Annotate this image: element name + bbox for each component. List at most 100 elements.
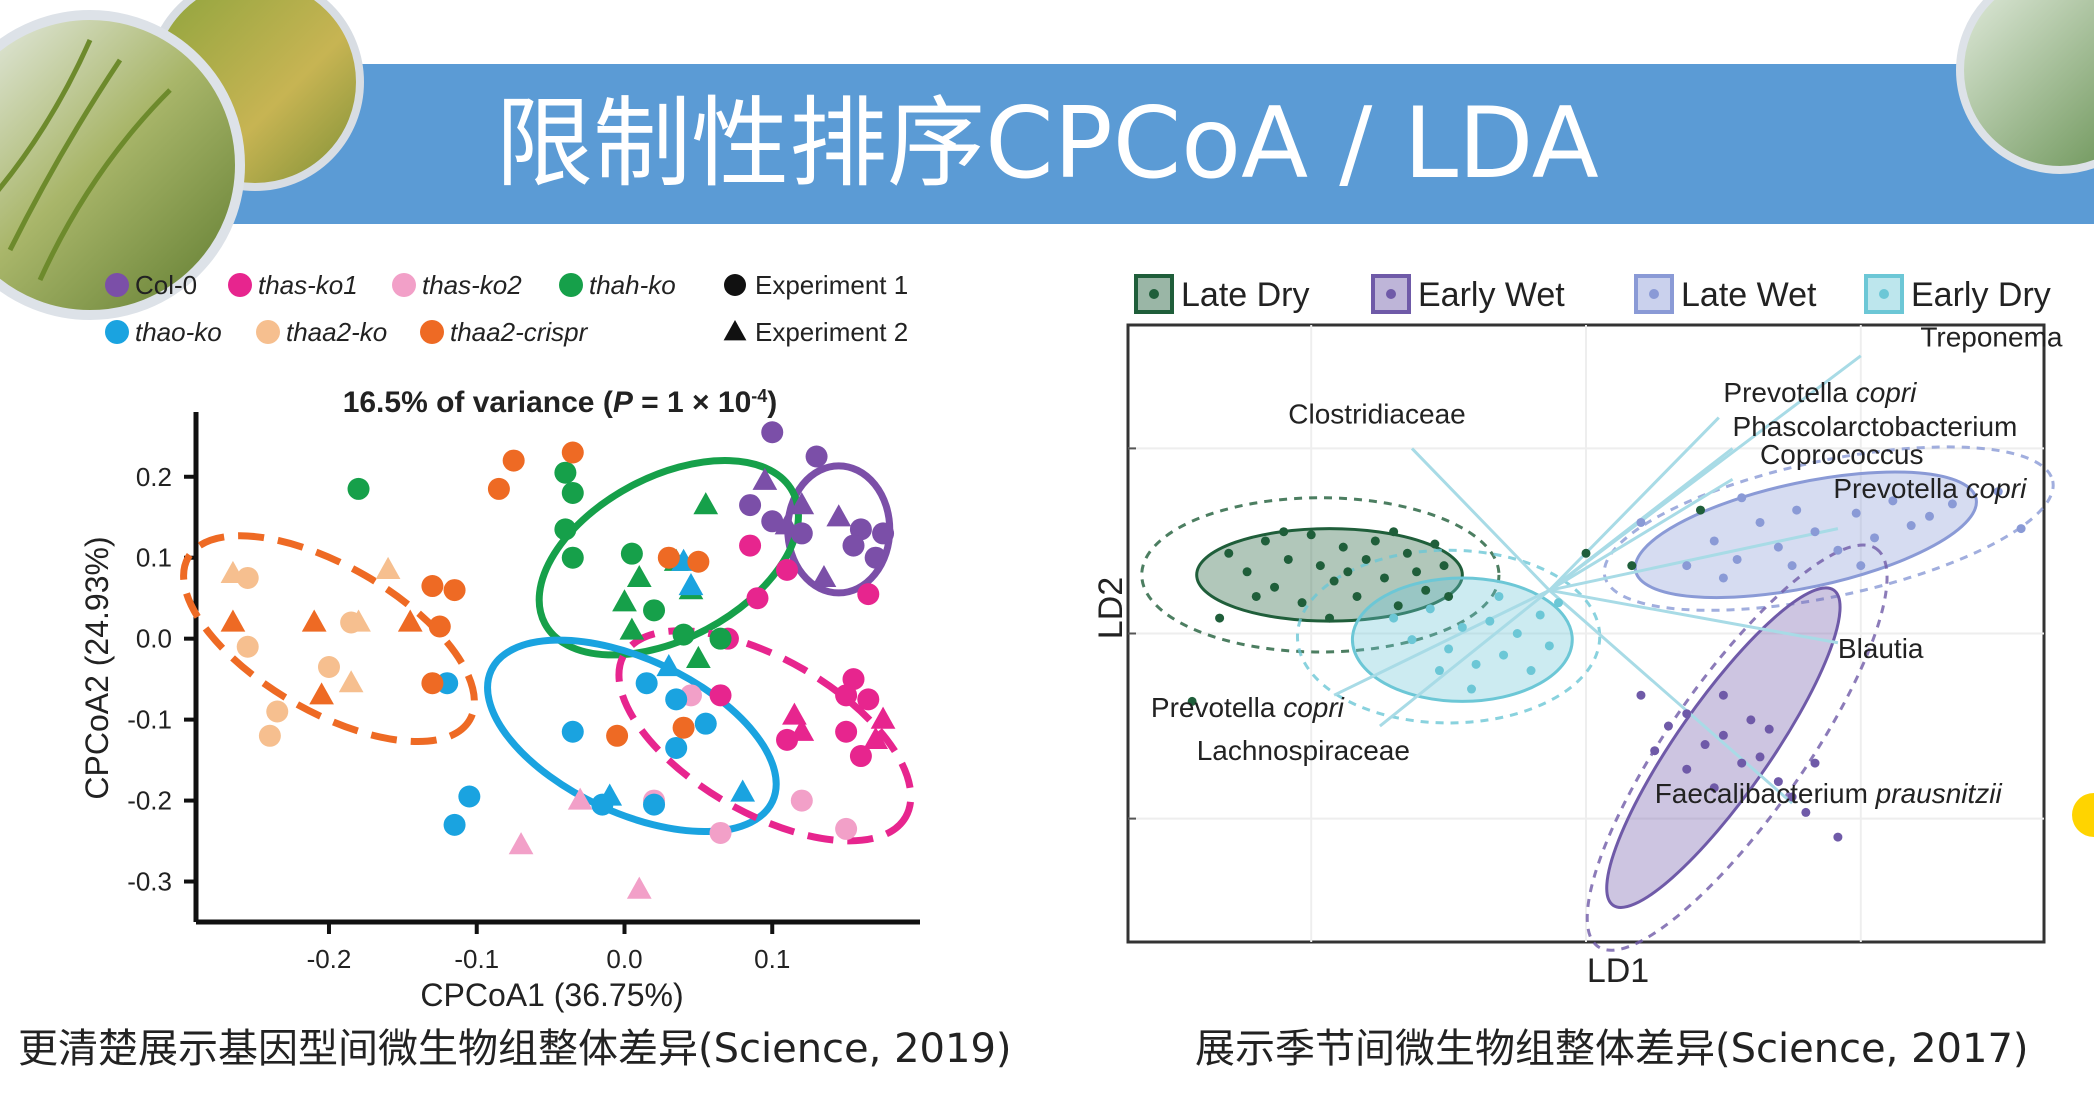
data-point (1801, 807, 1811, 817)
data-point (1494, 591, 1504, 601)
data-point (266, 700, 289, 723)
data-point (1439, 561, 1449, 571)
x-axis-title: CPCoA1 (36.75%) (420, 977, 683, 1013)
data-point (561, 481, 584, 504)
vector-label-name: Clostridiaceae (1288, 399, 1465, 430)
data-point (421, 575, 444, 598)
data-point (309, 682, 334, 705)
data-point (236, 566, 259, 589)
data-point (1306, 530, 1316, 540)
data-point (508, 832, 534, 855)
data-point (1407, 635, 1417, 645)
data-point (694, 712, 717, 735)
legend-marker (105, 273, 129, 297)
y-axis-title: CPCoA2 (24.93%) (79, 536, 115, 799)
group-ellipse (1350, 576, 1574, 703)
data-point (790, 522, 813, 545)
vector-label: Phascolarctobacterium (1733, 411, 2018, 442)
data-point (1764, 724, 1774, 734)
data-point (643, 793, 666, 816)
vector-label-name: Prevotella (1723, 377, 1855, 408)
data-point (1792, 505, 1802, 515)
data-point (872, 522, 895, 545)
vector-label: Prevotella copri (1833, 473, 2027, 504)
data-point (626, 564, 652, 588)
title-part: -4 (751, 386, 767, 406)
data-point (1444, 644, 1454, 654)
data-point (1425, 604, 1435, 614)
data-point (443, 813, 466, 836)
data-point (761, 421, 784, 444)
legend-label: thas-ko1 (258, 270, 358, 300)
data-point (1718, 730, 1728, 740)
data-point (1485, 616, 1495, 626)
data-point (1737, 758, 1747, 768)
data-point (1379, 573, 1389, 583)
data-point (1718, 690, 1728, 700)
vector-label: Faecalibacterium prausnitzii (1655, 778, 2003, 809)
vector-label: Prevotella copri (1151, 692, 1345, 723)
data-point (863, 726, 889, 749)
data-point (1270, 582, 1280, 592)
data-point (665, 688, 688, 711)
legend-marker (420, 320, 444, 344)
data-point (776, 728, 799, 751)
data-point (1682, 709, 1692, 719)
legend-marker (559, 273, 583, 297)
data-point (1260, 536, 1270, 546)
data-point (1810, 758, 1820, 768)
vector-label-italic: copri (1856, 377, 1917, 408)
data-point (338, 670, 364, 693)
data-point (1224, 548, 1234, 558)
data-point (458, 785, 481, 808)
data-point (686, 645, 711, 669)
data-point (347, 477, 370, 500)
legend-dot (1386, 289, 1396, 299)
data-point (730, 779, 756, 802)
data-point (1554, 598, 1564, 608)
data-point (1343, 567, 1353, 577)
data-point (1696, 505, 1705, 515)
data-point (1709, 536, 1719, 546)
data-point (1663, 721, 1673, 731)
data-point (1499, 650, 1509, 660)
data-point (421, 672, 444, 695)
data-point (1544, 641, 1554, 651)
data-point (220, 560, 246, 584)
y-tick-label: -0.3 (127, 867, 172, 897)
data-point (1833, 832, 1843, 842)
data-point (236, 635, 259, 658)
data-point (857, 688, 880, 711)
legend-label: Early Dry (1911, 276, 2051, 314)
data-point (643, 599, 666, 622)
vector-label-italic: copri (1283, 692, 1344, 723)
data-point (739, 534, 762, 557)
data-point (635, 672, 658, 695)
data-point (1856, 561, 1866, 571)
data-point (1251, 591, 1261, 601)
title-banner (170, 64, 2094, 224)
data-point (561, 546, 584, 569)
data-point (620, 542, 643, 565)
data-point (842, 534, 865, 557)
vector-label: Lachnospiraceae (1197, 735, 1410, 766)
group-confidence-ellipse (1602, 445, 2055, 612)
data-point (805, 445, 828, 468)
data-point (2016, 524, 2026, 534)
x-tick-label: 0.1 (754, 944, 790, 974)
y-tick-label: -0.2 (127, 786, 172, 816)
data-point (375, 556, 401, 579)
data-point (1430, 539, 1440, 549)
vector-label-name: Coprococcus (1760, 439, 1923, 470)
vector-label: Clostridiaceae (1288, 399, 1465, 430)
data-point (739, 494, 762, 517)
loading-vector (1548, 589, 1794, 805)
data-point (1650, 746, 1660, 756)
legend-marker (228, 273, 252, 297)
vector-label: Treponema (1920, 322, 2063, 353)
data-point (1535, 610, 1545, 620)
data-point (1402, 548, 1412, 558)
loading-vector (1549, 588, 1839, 645)
data-point (1636, 690, 1646, 700)
